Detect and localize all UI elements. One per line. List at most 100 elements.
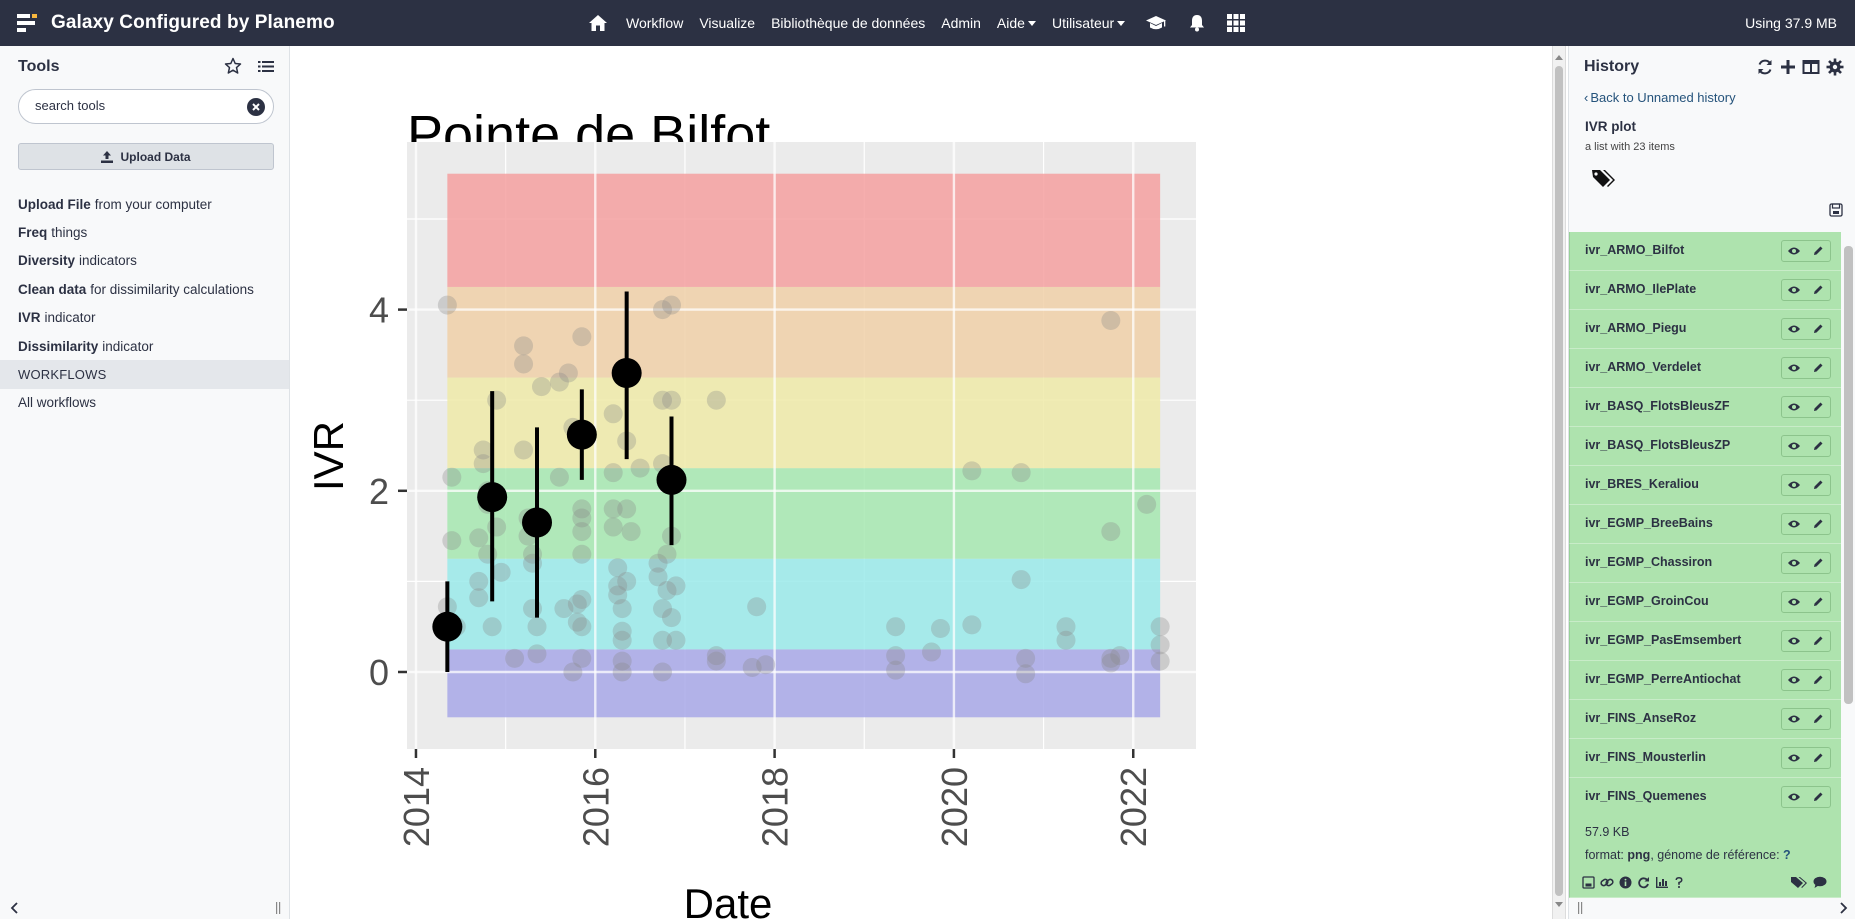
bell-icon[interactable]	[1189, 14, 1205, 32]
data-point	[1150, 651, 1170, 671]
eye-icon[interactable]	[1782, 241, 1806, 261]
eye-icon[interactable]	[1782, 670, 1806, 690]
nav-user[interactable]: Utilisateur	[1052, 15, 1126, 31]
tags-icon[interactable]	[1790, 876, 1808, 889]
tool-ivr[interactable]: IVR indicator	[0, 304, 289, 332]
list-icon[interactable]	[258, 57, 274, 80]
history-item[interactable]: ivr_ARMO_IlePlate	[1569, 271, 1841, 310]
history-item[interactable]: ivr_BASQ_FlotsBleusZF	[1569, 388, 1841, 427]
eye-icon[interactable]	[1782, 631, 1806, 651]
rerun-icon[interactable]	[1637, 876, 1650, 889]
data-point	[742, 657, 762, 677]
history-item[interactable]: ivr_ARMO_Bilfot	[1569, 232, 1841, 271]
comment-icon[interactable]	[1813, 876, 1827, 889]
eye-icon[interactable]	[1782, 280, 1806, 300]
pencil-icon[interactable]	[1806, 358, 1830, 378]
nav-admin[interactable]: Admin	[941, 15, 981, 31]
pencil-icon[interactable]	[1806, 514, 1830, 534]
gear-icon[interactable]	[1826, 58, 1844, 81]
scroll-down-icon[interactable]	[1555, 902, 1563, 908]
refresh-icon[interactable]	[1756, 58, 1774, 81]
question-icon[interactable]	[1674, 876, 1684, 889]
eye-icon[interactable]	[1782, 436, 1806, 456]
pencil-icon[interactable]	[1806, 670, 1830, 690]
back-to-history-link[interactable]: ‹ Back to Unnamed history	[1584, 90, 1736, 105]
tags-icon[interactable]	[1591, 168, 1617, 193]
tool-upload-file[interactable]: Upload File from your computer	[0, 190, 289, 218]
eye-icon[interactable]	[1782, 787, 1806, 807]
history-item[interactable]: ivr_EGMP_BreeBains	[1569, 505, 1841, 544]
pencil-icon[interactable]	[1806, 280, 1830, 300]
pencil-icon[interactable]	[1806, 787, 1830, 807]
chart-icon[interactable]	[1655, 876, 1669, 889]
pencil-icon[interactable]	[1806, 397, 1830, 417]
history-item[interactable]: ivr_EGMP_GroinCou	[1569, 583, 1841, 622]
eye-icon[interactable]	[1782, 514, 1806, 534]
resize-grip-icon[interactable]	[1577, 902, 1585, 914]
history-item[interactable]: ivr_EGMP_PasEmsembert	[1569, 622, 1841, 661]
pencil-icon[interactable]	[1806, 475, 1830, 495]
pencil-icon[interactable]	[1806, 241, 1830, 261]
pencil-icon[interactable]	[1806, 631, 1830, 651]
chevron-right-icon[interactable]	[1838, 902, 1848, 914]
history-scrollbar[interactable]	[1844, 246, 1853, 704]
graduation-cap-icon[interactable]	[1145, 15, 1167, 31]
brand[interactable]: Galaxy Configured by Planemo	[17, 0, 335, 46]
pencil-icon[interactable]	[1806, 709, 1830, 729]
apps-grid-icon[interactable]	[1227, 14, 1246, 32]
history-item[interactable]: ivr_BRES_Keraliou	[1569, 466, 1841, 505]
panel-splitter[interactable]	[1552, 46, 1566, 919]
tool-search-input[interactable]	[35, 98, 235, 113]
plus-icon[interactable]	[1780, 58, 1796, 81]
columns-icon[interactable]	[1802, 58, 1820, 81]
history-item[interactable]: ivr_ARMO_Verdelet	[1569, 349, 1841, 388]
clear-search-icon[interactable]	[247, 98, 265, 116]
genome-value[interactable]: ?	[1783, 848, 1791, 862]
save-icon[interactable]	[1582, 875, 1595, 889]
eye-icon[interactable]	[1782, 748, 1806, 768]
tool-diversity[interactable]: Diversity indicators	[0, 247, 289, 275]
pencil-icon[interactable]	[1806, 748, 1830, 768]
tool-dissimilarity[interactable]: Dissimilarity indicator	[0, 332, 289, 360]
eye-icon[interactable]	[1782, 358, 1806, 378]
tool-search[interactable]	[18, 89, 274, 124]
tool-freq[interactable]: Freq things	[0, 218, 289, 246]
history-item[interactable]: ivr_FINS_Mousterlin	[1569, 739, 1841, 778]
eye-icon[interactable]	[1782, 709, 1806, 729]
tool-clean-data[interactable]: Clean data for dissimilarity calculations	[0, 275, 289, 303]
chevron-left-icon[interactable]	[10, 902, 20, 914]
history-item-name: ivr_FINS_AnseRoz	[1585, 711, 1697, 725]
workflows-section[interactable]: WORKFLOWS	[0, 360, 289, 389]
eye-icon[interactable]	[1782, 592, 1806, 612]
home-icon[interactable]	[588, 14, 608, 32]
pencil-icon[interactable]	[1806, 436, 1830, 456]
nav-visualize[interactable]: Visualize	[699, 15, 756, 31]
history-item[interactable]: ivr_FINS_AnseRoz	[1569, 700, 1841, 739]
save-icon[interactable]	[1829, 203, 1843, 222]
eye-icon[interactable]	[1782, 319, 1806, 339]
upload-data-button[interactable]: Upload Data	[18, 143, 274, 170]
quota-meter[interactable]: Using 37.9 MB	[1745, 15, 1837, 31]
all-workflows-link[interactable]: All workflows	[18, 395, 97, 411]
nav-data-libraries[interactable]: Bibliothèque de données	[771, 15, 926, 31]
nav-help[interactable]: Aide	[997, 15, 1036, 31]
pencil-icon[interactable]	[1806, 592, 1830, 612]
history-item[interactable]: ivr_EGMP_PerreAntiochat	[1569, 661, 1841, 700]
link-icon[interactable]	[1600, 876, 1614, 889]
star-icon[interactable]	[224, 57, 242, 80]
eye-icon[interactable]	[1782, 553, 1806, 573]
center-scrollbar-thumb[interactable]	[1555, 66, 1563, 896]
pencil-icon[interactable]	[1806, 553, 1830, 573]
nav-workflow[interactable]: Workflow	[626, 15, 684, 31]
history-item[interactable]: ivr_EGMP_Chassiron	[1569, 544, 1841, 583]
info-icon[interactable]	[1619, 876, 1632, 889]
eye-icon[interactable]	[1782, 475, 1806, 495]
eye-icon[interactable]	[1782, 397, 1806, 417]
scroll-up-icon[interactable]	[1555, 54, 1563, 60]
pencil-icon[interactable]	[1806, 319, 1830, 339]
history-item[interactable]: ivr_ARMO_Piegu	[1569, 310, 1841, 349]
history-item-expanded[interactable]: ivr_FINS_Quemenes 57.9 KB format: png, gén…	[1569, 778, 1841, 898]
history-item[interactable]: ivr_BASQ_FlotsBleusZP	[1569, 427, 1841, 466]
resize-grip-icon[interactable]	[275, 902, 283, 914]
history-item-actions	[1781, 708, 1831, 730]
